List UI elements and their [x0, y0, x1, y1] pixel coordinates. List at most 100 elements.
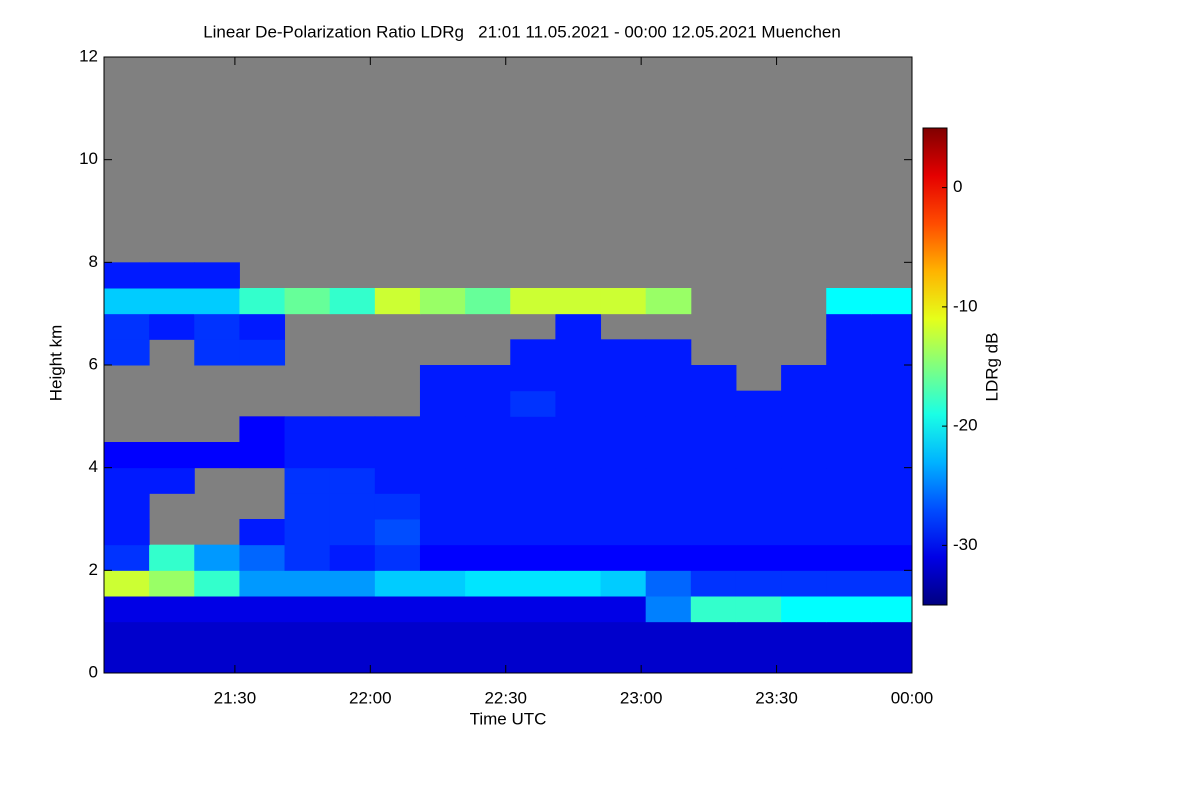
heatmap-cell	[600, 339, 647, 366]
heatmap-cell	[104, 647, 150, 674]
heatmap-cell	[284, 647, 331, 674]
heatmap-cell	[781, 519, 827, 546]
heatmap-cell	[690, 570, 737, 597]
heatmap-cell	[465, 288, 511, 315]
heatmap-cell	[781, 621, 827, 648]
heatmap-cell	[645, 416, 692, 443]
heatmap-cell	[284, 596, 331, 623]
heatmap-cell	[419, 365, 466, 392]
heatmap-cell	[735, 493, 782, 520]
heatmap-cell	[104, 519, 150, 546]
heatmap-cell	[284, 544, 331, 571]
heatmap-cell	[555, 596, 602, 623]
heatmap-cell	[374, 288, 421, 315]
heatmap-cell	[871, 442, 913, 469]
y-tick-label: 0	[89, 662, 98, 681]
heatmap-cell	[871, 544, 913, 571]
heatmap-cell	[826, 596, 872, 623]
heatmap-cell	[465, 519, 511, 546]
colorbar-tick-label: -10	[953, 296, 978, 315]
heatmap-cell	[104, 467, 150, 494]
heatmap-cell	[735, 467, 782, 494]
heatmap-cell	[239, 647, 286, 674]
heatmap-cell	[510, 467, 556, 494]
heatmap-cell	[781, 570, 827, 597]
heatmap-cell	[374, 467, 421, 494]
heatmap-cell	[555, 339, 602, 366]
heatmap-cell	[419, 621, 466, 648]
heatmap-cell	[826, 647, 872, 674]
heatmap-cell	[781, 365, 827, 392]
heatmap-cell	[239, 519, 286, 546]
heatmap-cell	[826, 313, 872, 340]
heatmap-cell	[329, 621, 376, 648]
heatmap-cell	[194, 570, 240, 597]
x-tick-label: 22:00	[349, 688, 392, 707]
heatmap-cell	[284, 519, 331, 546]
heatmap-cell	[149, 621, 195, 648]
heatmap-cell	[645, 493, 692, 520]
heatmap-cell	[239, 313, 286, 340]
heatmap-cell	[555, 570, 602, 597]
colorbar-tick-label: -30	[953, 535, 978, 554]
chart-title: Linear De-Polarization Ratio LDRg 21:01 …	[203, 22, 841, 41]
heatmap-cell	[510, 442, 556, 469]
heatmap-cell	[555, 493, 602, 520]
heatmap-cell	[239, 570, 286, 597]
heatmap-cell	[555, 647, 602, 674]
heatmap-cell	[104, 339, 150, 366]
heatmap-cell	[104, 493, 150, 520]
heatmap-cell	[374, 493, 421, 520]
y-tick-label: 10	[79, 149, 98, 168]
x-tick-label: 21:30	[214, 688, 257, 707]
heatmap-cell	[826, 519, 872, 546]
heatmap-cell	[645, 467, 692, 494]
heatmap-cell	[465, 390, 511, 417]
heatmap-cell	[374, 544, 421, 571]
heatmap-cell	[735, 596, 782, 623]
heatmap-cell	[419, 288, 466, 315]
heatmap-cell	[871, 365, 913, 392]
x-tick-label: 23:00	[620, 688, 663, 707]
heatmap-cell	[600, 442, 647, 469]
heatmap-cell	[329, 493, 376, 520]
heatmap-cell	[871, 313, 913, 340]
colorbar-label: LDRg dB	[982, 333, 1001, 402]
heatmap-cell	[194, 596, 240, 623]
heatmap-cell	[149, 288, 195, 315]
heatmap-cell	[555, 416, 602, 443]
heatmap-cell	[690, 493, 737, 520]
heatmap-cell	[194, 313, 240, 340]
colorbar-tick-label: 0	[953, 177, 962, 196]
heatmap-cell	[194, 621, 240, 648]
heatmap-cell	[149, 544, 195, 571]
heatmap-cell	[690, 442, 737, 469]
heatmap-cell	[735, 544, 782, 571]
x-tick-label: 00:00	[891, 688, 934, 707]
heatmap-cell	[600, 390, 647, 417]
heatmap-cell	[600, 596, 647, 623]
heatmap-cell	[465, 596, 511, 623]
heatmap-cell	[600, 544, 647, 571]
heatmap-cell	[329, 442, 376, 469]
heatmap-cell	[510, 339, 556, 366]
heatmap-cell	[149, 596, 195, 623]
heatmap-cell	[690, 544, 737, 571]
heatmap-cell	[374, 647, 421, 674]
heatmap-cell	[826, 570, 872, 597]
heatmap-cell	[781, 596, 827, 623]
heatmap-cell	[555, 288, 602, 315]
heatmap-cell	[826, 416, 872, 443]
heatmap-cell	[149, 467, 195, 494]
heatmap-cell	[239, 442, 286, 469]
heatmap-cell	[645, 365, 692, 392]
heatmap-cell	[510, 621, 556, 648]
heatmap-cell	[239, 596, 286, 623]
heatmap-cell	[149, 262, 195, 289]
heatmap-cell	[465, 621, 511, 648]
heatmap-cell	[149, 442, 195, 469]
heatmap-cell	[645, 570, 692, 597]
heatmap-cell	[781, 647, 827, 674]
